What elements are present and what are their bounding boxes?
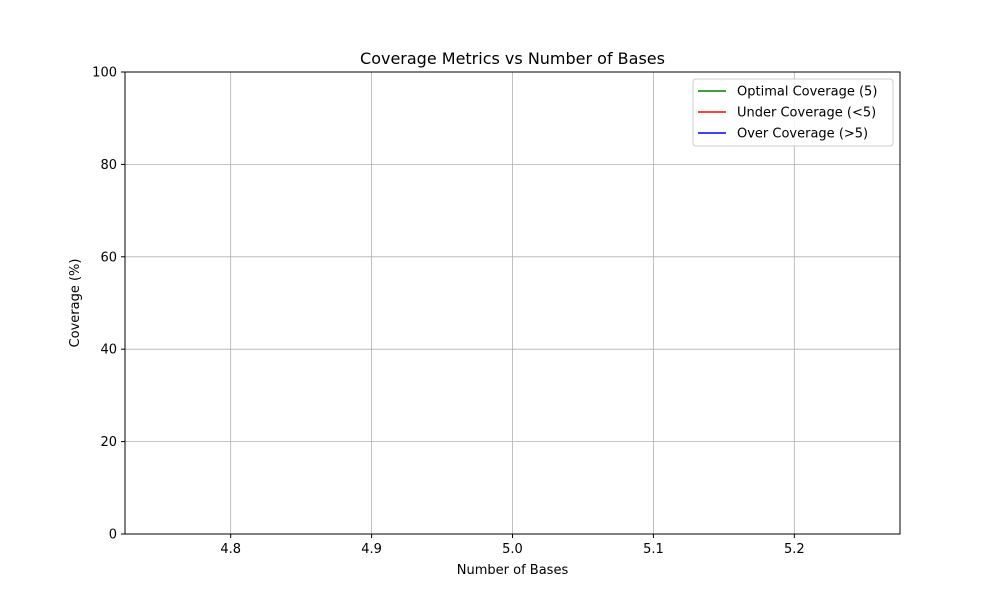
y-tick-label: 0	[109, 528, 117, 543]
legend: Optimal Coverage (5) Under Coverage (<5) O…	[692, 78, 894, 147]
legend-box	[692, 78, 894, 147]
x-tick-label: 4.8	[220, 542, 241, 557]
x-tick-label: 5.2	[784, 542, 805, 557]
y-tick-label: 80	[100, 158, 117, 173]
x-tick-label: 4.9	[361, 542, 382, 557]
x-tick-label: 5.1	[643, 542, 664, 557]
y-tick-label: 40	[100, 343, 117, 358]
legend-entry-label: Under Coverage (<5)	[737, 106, 876, 121]
legend-entry-label: Over Coverage (>5)	[737, 127, 868, 142]
chart-title: Coverage Metrics vs Number of Bases	[360, 49, 665, 68]
y-tick-label: 100	[92, 66, 117, 81]
x-axis-label: Number of Bases	[457, 563, 569, 578]
y-tick-label: 20	[100, 435, 117, 450]
x-tick-label: 5.0	[502, 542, 523, 557]
y-tick-label: 60	[100, 250, 117, 265]
y-axis-ticks: 0 20 40 60 80 100	[92, 66, 125, 543]
x-axis-ticks: 4.8 4.9 5.0 5.1 5.2	[220, 534, 805, 557]
legend-entry-label: Optimal Coverage (5)	[737, 85, 877, 100]
y-axis-label: Coverage (%)	[68, 259, 83, 348]
